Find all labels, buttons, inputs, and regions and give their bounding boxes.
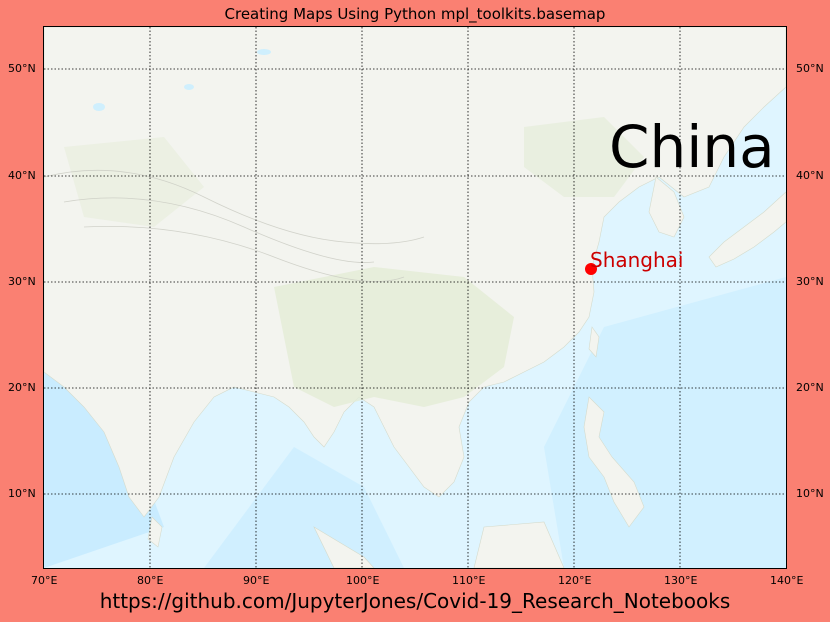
lat-tick-label: 50°N (8, 62, 36, 75)
land-japan (708, 191, 786, 268)
figure-title: Creating Maps Using Python mpl_toolkits.… (224, 5, 606, 23)
lat-tick-label: 40°N (8, 169, 36, 182)
lon-tick-label: 120°E (558, 574, 592, 587)
city-label: Shanghai (590, 248, 684, 272)
source-url-credit: https://github.com/JupyterJones/Covid-19… (99, 589, 731, 613)
lat-tick-label-right: 30°N (796, 275, 824, 288)
city-marker (585, 263, 597, 275)
lon-tick-label: 100°E (346, 574, 380, 587)
lat-tick-label-right: 10°N (796, 487, 824, 500)
lon-tick-label: 110°E (452, 574, 486, 587)
map-frame (43, 26, 787, 569)
land-srilanka (147, 516, 163, 548)
basemap-canvas (44, 27, 786, 568)
lon-tick-label: 130°E (664, 574, 698, 587)
country-label: China (609, 113, 775, 181)
lat-tick-label: 30°N (8, 275, 36, 288)
lat-tick-label-right: 50°N (796, 62, 824, 75)
land-sumatra (313, 526, 375, 568)
land-borneo (473, 521, 565, 568)
lat-tick-label-right: 40°N (796, 169, 824, 182)
lon-tick-label: 90°E (243, 574, 270, 587)
lat-tick-label: 20°N (8, 381, 36, 394)
land-taiwan (588, 326, 600, 358)
land-korea (648, 176, 685, 238)
land-philippines (583, 396, 645, 528)
lon-tick-label: 70°E (31, 574, 58, 587)
lat-tick-label-right: 20°N (796, 381, 824, 394)
lat-tick-label: 10°N (8, 487, 36, 500)
lon-tick-label: 140°E (770, 574, 804, 587)
lon-tick-label: 80°E (137, 574, 164, 587)
graticule-lines (44, 27, 786, 568)
